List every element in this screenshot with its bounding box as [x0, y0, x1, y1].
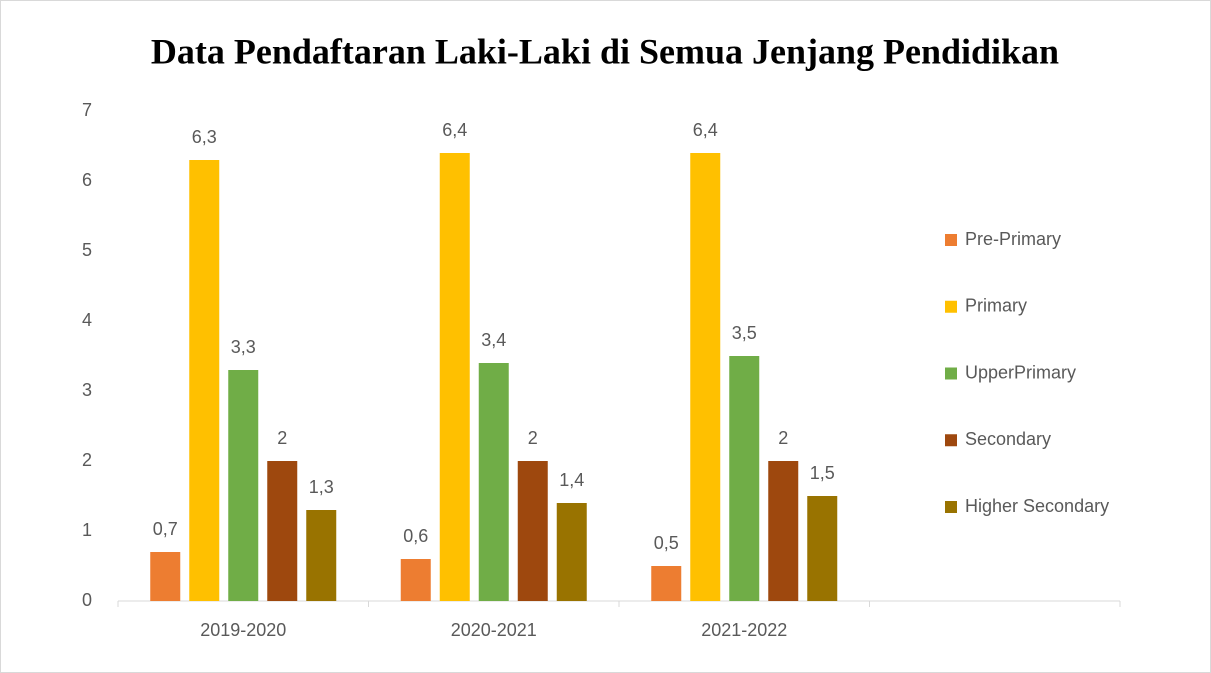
y-tick-label: 4	[82, 310, 92, 330]
bar	[556, 503, 587, 601]
bar	[517, 461, 548, 601]
data-label: 3,5	[732, 323, 757, 343]
data-label: 1,5	[810, 463, 835, 483]
x-tick-label: 2021-2022	[701, 620, 787, 640]
bar	[768, 461, 799, 601]
legend-swatch	[945, 434, 957, 447]
y-tick-label: 2	[82, 450, 92, 470]
x-tick-label: 2019-2020	[200, 620, 286, 640]
legend-label: Primary	[965, 296, 1027, 316]
y-tick-label: 7	[82, 100, 92, 120]
legend-label: UpperPrimary	[965, 362, 1076, 382]
data-label: 0,6	[403, 526, 428, 546]
data-label: 6,4	[442, 120, 467, 140]
data-label: 2	[277, 428, 287, 448]
bar	[228, 370, 259, 601]
y-tick-label: 5	[82, 240, 92, 260]
chart-title: Data Pendaftaran Laki-Laki di Semua Jenj…	[151, 31, 1059, 71]
data-label: 6,3	[192, 127, 217, 147]
legend-label: Higher Secondary	[965, 496, 1109, 516]
data-label: 3,3	[231, 337, 256, 357]
bar	[690, 153, 721, 601]
bar	[400, 559, 431, 601]
legend-label: Secondary	[965, 429, 1051, 449]
bar	[306, 510, 337, 601]
y-tick-label: 6	[82, 170, 92, 190]
y-tick-label: 0	[82, 590, 92, 610]
legend-swatch	[945, 367, 957, 380]
data-label: 3,4	[481, 330, 506, 350]
bar	[189, 160, 220, 601]
bar	[267, 461, 298, 601]
data-label: 1,4	[559, 470, 584, 490]
legend-swatch	[945, 501, 957, 513]
legend-swatch	[945, 234, 957, 246]
data-label: 6,4	[693, 120, 718, 140]
bar	[439, 153, 470, 601]
bar	[729, 356, 760, 601]
y-tick-label: 1	[82, 520, 92, 540]
x-tick-label: 2020-2021	[451, 620, 537, 640]
legend-label: Pre-Primary	[965, 229, 1061, 249]
bar	[807, 496, 838, 601]
data-label: 0,7	[153, 519, 178, 539]
data-label: 2	[778, 428, 788, 448]
bar	[478, 363, 509, 601]
y-tick-label: 3	[82, 380, 92, 400]
data-label: 2	[528, 428, 538, 448]
legend-swatch	[945, 300, 957, 313]
data-label: 1,3	[309, 477, 334, 497]
data-label: 0,5	[654, 533, 679, 553]
bar	[150, 552, 181, 601]
bar	[651, 566, 682, 601]
